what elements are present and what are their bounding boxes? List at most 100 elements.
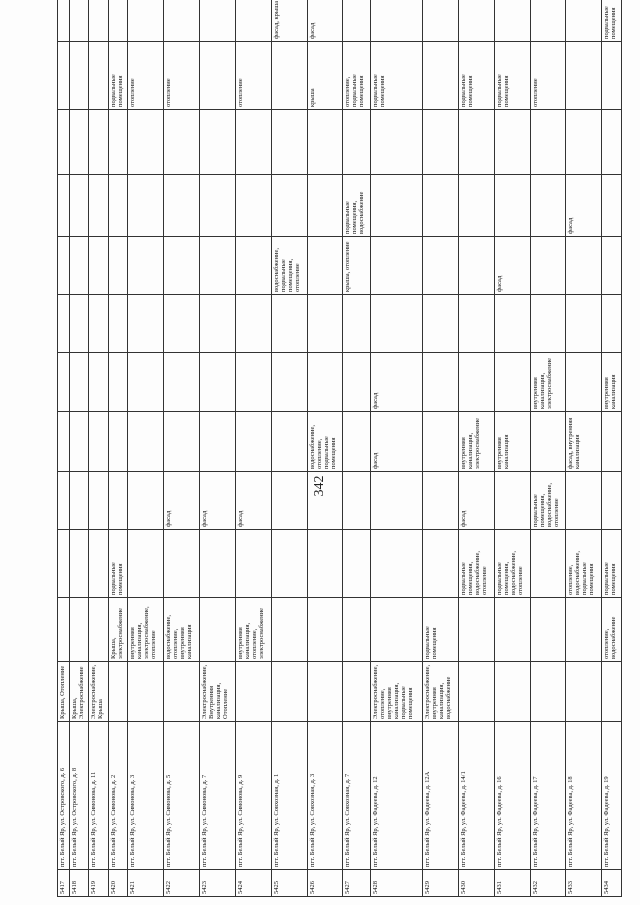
work-cell	[370, 0, 423, 42]
table-row: 5420 пгт. Белый Яр, ул. Симонова, д. 2 Кры…	[108, 0, 128, 897]
work-cell	[422, 294, 459, 353]
work-cell	[530, 411, 566, 472]
work-cell: подвальные помещения, водоснабжение, ото…	[530, 471, 566, 530]
work-cell	[57, 236, 70, 295]
work-cell: Электроснабжение, Крыша	[88, 661, 109, 722]
work-cell	[108, 236, 128, 295]
work-cell	[342, 294, 371, 353]
work-cell	[69, 294, 89, 353]
work-cell	[57, 471, 70, 530]
work-cell	[127, 352, 164, 412]
work-cell	[565, 41, 602, 110]
work-cell	[370, 294, 423, 353]
work-cell	[370, 529, 423, 598]
work-cell	[69, 109, 89, 175]
work-cell	[163, 0, 200, 42]
work-cell	[69, 471, 89, 530]
work-cell	[88, 597, 109, 662]
table-row: 5424 пгт. Белый Яр, ул. Симонова, д. 9 вну…	[235, 0, 272, 897]
table-row: 5428 пгт. Белый Яр, ул. Фадеева, д. 12 Эле…	[370, 0, 423, 897]
table-row: 5432 пгт. Белый Яр, ул. Фадеева, д. 17 под…	[530, 0, 566, 897]
work-cell	[422, 352, 459, 412]
address-cell: пгт. Белый Яр, ул. Фадеева, д. 16	[494, 721, 531, 870]
work-cell	[530, 236, 566, 295]
work-cell	[69, 41, 89, 110]
work-cell	[199, 352, 236, 412]
address-cell: пгт. Белый Яр, ул. Совхозная, д. 3	[307, 721, 343, 870]
work-cell: отопление, подвальные помещения	[342, 41, 371, 110]
work-cell	[422, 109, 459, 175]
table-wrap: 5417 пгт. Белый Яр, ул. Островского, д. 6…	[57, 0, 622, 897]
work-cell	[235, 109, 272, 175]
work-cell	[199, 411, 236, 472]
work-cell	[370, 597, 423, 662]
work-cell: Электроснабжение, Внутренняя канализация…	[199, 661, 236, 722]
work-cell: отопление, водоснабжение	[601, 597, 622, 662]
work-cell	[108, 411, 128, 472]
row-number: 5422	[163, 869, 200, 897]
work-cell	[307, 597, 343, 662]
table-row: 5425 пгт. Белый Яр, ул. Совхозная, д. 1 во…	[271, 0, 308, 897]
work-cell: отопление	[127, 41, 164, 110]
work-cell	[601, 109, 622, 175]
work-cell	[458, 294, 495, 353]
table-row: 5426 пгт. Белый Яр, ул. Совхозная, д. 3 во…	[307, 0, 343, 897]
work-cell: подвальные помещения	[458, 41, 495, 110]
work-cell: фасад	[494, 236, 531, 295]
work-cell: отопление, водоснабжение, подвальные пом…	[565, 529, 602, 598]
work-cell	[57, 411, 70, 472]
address-cell: пгт. Белый Яр, ул. Симонова, д. 2	[108, 721, 128, 870]
work-cell	[307, 294, 343, 353]
table-row: 5431 пгт. Белый Яр, ул. Фадеева, д. 16 под…	[494, 0, 531, 897]
work-cell	[127, 236, 164, 295]
table: 5417 пгт. Белый Яр, ул. Островского, д. 6…	[57, 0, 622, 897]
work-cell	[235, 174, 272, 237]
work-cell	[271, 411, 308, 472]
work-cell	[88, 471, 109, 530]
work-cell	[565, 109, 602, 175]
row-number: 5432	[530, 869, 566, 897]
work-cell	[494, 597, 531, 662]
work-cell: подвальные помещения	[601, 0, 622, 42]
work-cell: фасад	[370, 352, 423, 412]
work-cell: водоснабжение, отопление, подвальные пом…	[307, 411, 343, 472]
row-number: 5419	[88, 869, 109, 897]
work-cell	[601, 661, 622, 722]
work-cell	[57, 0, 70, 42]
work-cell	[307, 471, 343, 530]
work-cell	[494, 352, 531, 412]
work-cell	[199, 41, 236, 110]
work-cell	[271, 294, 308, 353]
work-cell	[565, 661, 602, 722]
table-row: 5430 пгт. Белый Яр, ул. Фадеева, д. 14/1 п…	[458, 0, 495, 897]
work-cell	[199, 529, 236, 598]
work-cell: фасад, внутренняя канализация	[565, 411, 602, 472]
table-row: 5429 пгт. Белый Яр, ул. Фадеева, д. 12А Эл…	[422, 0, 459, 897]
work-cell	[235, 661, 272, 722]
work-cell	[108, 294, 128, 353]
work-cell	[565, 471, 602, 530]
work-cell	[108, 0, 128, 42]
work-cell	[601, 471, 622, 530]
work-cell	[458, 174, 495, 237]
work-cell	[108, 109, 128, 175]
work-cell: фасад	[458, 471, 495, 530]
work-cell	[163, 352, 200, 412]
work-cell	[601, 411, 622, 472]
work-cell	[88, 41, 109, 110]
work-cell	[307, 109, 343, 175]
work-cell	[530, 529, 566, 598]
work-cell	[235, 529, 272, 598]
work-cell	[57, 294, 70, 353]
work-cell	[601, 41, 622, 110]
row-number: 5421	[127, 869, 164, 897]
work-cell	[88, 352, 109, 412]
work-cell	[108, 352, 128, 412]
address-cell: пгт. Белый Яр, ул. Фадеева, д. 19	[601, 721, 622, 870]
work-cell: подвальные помещения, водоснабжение	[342, 174, 371, 237]
work-cell	[199, 109, 236, 175]
address-cell: пгт. Белый Яр, ул. Островского, д. 8	[69, 721, 89, 870]
table-row: 5417 пгт. Белый Яр, ул. Островского, д. 6…	[57, 0, 70, 897]
work-cell	[235, 411, 272, 472]
